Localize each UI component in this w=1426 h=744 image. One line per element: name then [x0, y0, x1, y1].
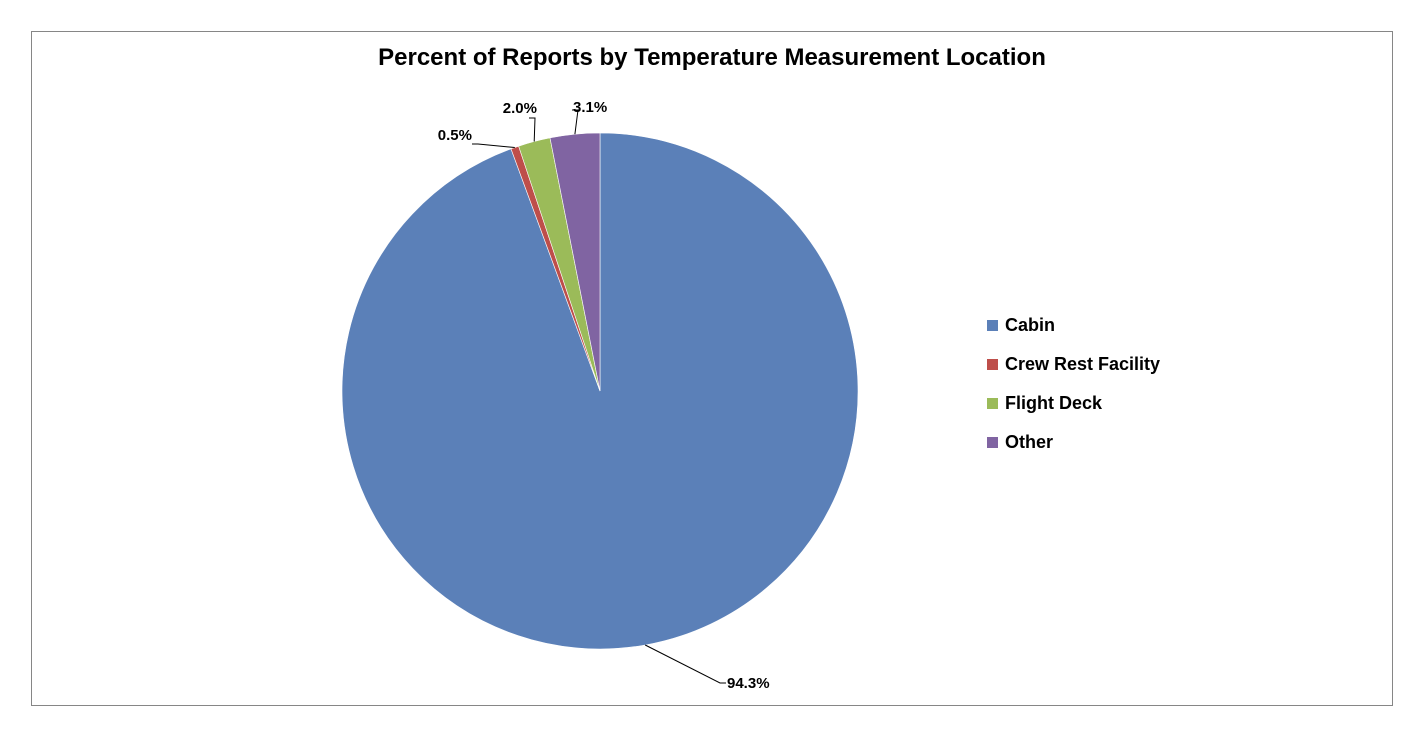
pie-slice-other: [549, 132, 601, 392]
leader-line-other: [572, 109, 579, 135]
leader-line-crew-rest-facility: [472, 143, 515, 148]
legend-label: Crew Rest Facility: [1005, 354, 1161, 374]
legend-item-flight-deck: Flight Deck: [987, 384, 1160, 423]
legend-item-cabin: Cabin: [987, 306, 1160, 345]
leader-line-cabin: [644, 644, 726, 684]
legend-swatch: [987, 437, 998, 448]
chart-title: Percent of Reports by Temperature Measur…: [378, 44, 1046, 71]
data-label-crew-rest-facility: 0.5%: [438, 127, 472, 144]
data-label-other: 3.1%: [573, 99, 607, 116]
legend-item-other: Other: [987, 423, 1160, 462]
leader-line-flight-deck: [529, 117, 536, 142]
legend: Cabin Crew Rest Facility Flight Deck Other: [987, 306, 1160, 462]
legend-swatch: [987, 320, 998, 331]
legend-item-crew-rest-facility: Crew Rest Facility: [987, 345, 1160, 384]
data-label-flight-deck: 2.0%: [503, 100, 537, 117]
data-label-cabin: 94.3%: [727, 675, 770, 692]
pie-chart: 94.3% 0.5% 2.0% 3.1%: [341, 99, 859, 692]
chart-area: Percent of Reports by Temperature Measur…: [31, 31, 1393, 706]
legend-swatch: [987, 398, 998, 409]
legend-swatch: [987, 359, 998, 370]
legend-label: Flight Deck: [1005, 393, 1103, 413]
legend-label: Other: [1005, 432, 1054, 452]
legend-label: Cabin: [1005, 315, 1056, 335]
